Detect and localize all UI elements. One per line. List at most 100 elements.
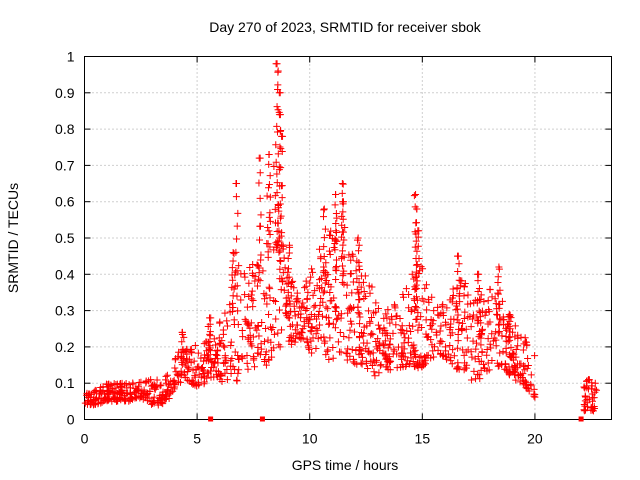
data-point: [511, 322, 519, 330]
data-point: [126, 384, 134, 392]
data-point: [380, 350, 388, 358]
data-point: [339, 241, 347, 249]
data-point: [331, 246, 339, 254]
data-point: [228, 264, 236, 272]
data-point: [368, 283, 376, 291]
data-point: [354, 303, 362, 311]
data-point: [107, 381, 115, 389]
data-point: [321, 279, 329, 287]
data-point: [207, 357, 215, 365]
data-point: [474, 317, 482, 325]
data-point: [470, 367, 478, 375]
data-point: [89, 396, 97, 404]
data-point: [329, 343, 337, 351]
data-point: [355, 279, 363, 287]
data-point: [239, 333, 247, 341]
data-point: [306, 279, 314, 287]
data-point: [275, 234, 283, 242]
data-point: [206, 328, 214, 336]
data-point: [278, 326, 286, 334]
data-point: [212, 341, 220, 349]
data-point: [162, 376, 170, 384]
data-point: [191, 373, 199, 381]
data-point: [302, 282, 310, 290]
data-point: [454, 267, 462, 275]
data-point: [218, 377, 226, 385]
data-point: [150, 393, 158, 401]
data-point: [271, 205, 279, 213]
data-point: [506, 351, 514, 359]
data-point: [475, 270, 483, 278]
data-point: [477, 341, 485, 349]
data-point: [179, 356, 187, 364]
data-point: [494, 329, 502, 337]
data-point: [278, 194, 286, 202]
data-point: [227, 338, 235, 346]
data-point: [263, 300, 271, 308]
data-point: [233, 222, 241, 230]
data-point: [420, 358, 428, 366]
data-point: [326, 289, 334, 297]
data-point: [481, 311, 489, 319]
data-point: [157, 381, 165, 389]
data-point: [437, 310, 445, 318]
data-point: [241, 291, 249, 299]
y-tick-label: 0.8: [55, 121, 75, 137]
data-point: [273, 228, 281, 236]
data-point: [456, 298, 464, 306]
data-point: [289, 332, 297, 340]
data-point: [284, 265, 292, 273]
data-point: [138, 387, 146, 395]
data-point: [276, 265, 284, 273]
data-point: [464, 313, 472, 321]
data-point: [131, 394, 139, 402]
data-point: [299, 325, 307, 333]
data-point: [163, 371, 171, 379]
data-point: [233, 282, 241, 290]
data-point: [241, 273, 249, 281]
data-point: [254, 262, 262, 270]
data-point: [189, 378, 197, 386]
y-tick-label: 0.4: [55, 266, 75, 282]
data-point: [386, 319, 394, 327]
data-point: [412, 261, 420, 269]
data-point: [384, 344, 392, 352]
data-point: [346, 352, 354, 360]
data-point: [454, 337, 462, 345]
data-point: [273, 128, 281, 136]
data-point: [249, 353, 257, 361]
data-point: [331, 201, 339, 209]
data-point: [309, 268, 317, 276]
data-point: [276, 256, 284, 264]
data-point: [418, 363, 426, 371]
data-point: [345, 304, 353, 312]
data-point: [223, 317, 231, 325]
data-point: [230, 250, 238, 258]
data-point: [171, 383, 179, 391]
data-point: [193, 363, 201, 371]
y-tick-label: 0.5: [55, 230, 75, 246]
data-point: [297, 334, 305, 342]
data-point: [278, 148, 286, 156]
data-point: [584, 385, 592, 393]
data-point: [191, 342, 199, 350]
data-point: [484, 335, 492, 343]
data-point: [179, 346, 187, 354]
data-point: [277, 241, 285, 249]
data-point: [331, 324, 339, 332]
data-point: [260, 338, 268, 346]
data-point: [325, 319, 333, 327]
data-point: [413, 315, 421, 323]
data-point: [397, 325, 405, 333]
data-point: [414, 233, 422, 241]
data-point: [343, 356, 351, 364]
data-point: [87, 401, 95, 409]
data-point: [454, 252, 462, 260]
data-point: [318, 312, 326, 320]
data-point: [352, 267, 360, 275]
data-point: [413, 296, 421, 304]
data-point: [325, 247, 333, 255]
data-point: [255, 179, 263, 187]
data-point: [274, 219, 282, 227]
data-point: [405, 304, 413, 312]
